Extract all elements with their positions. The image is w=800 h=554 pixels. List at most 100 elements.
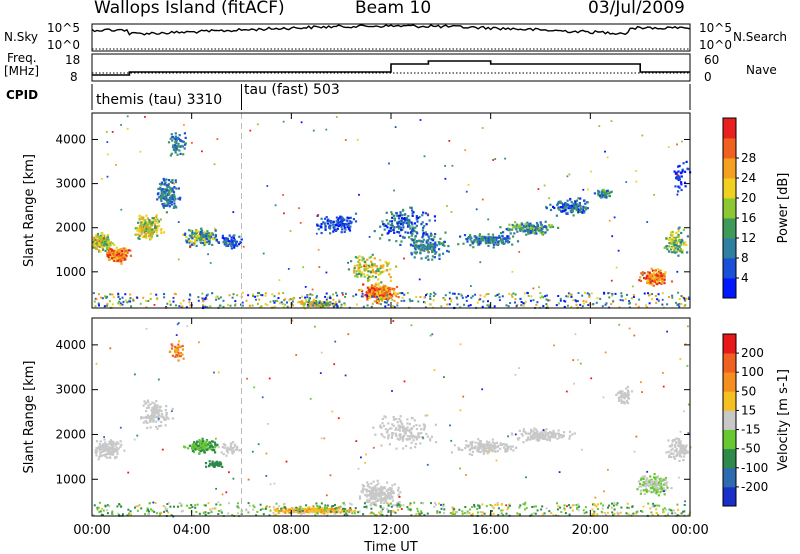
velocity-cell xyxy=(648,485,651,488)
power-cell xyxy=(360,273,363,276)
power-cell xyxy=(539,296,542,299)
power-cell xyxy=(359,263,362,266)
power-cell xyxy=(376,299,379,302)
velocity-cell xyxy=(214,461,217,464)
power-cell xyxy=(559,209,563,212)
velocity-cell xyxy=(657,494,660,497)
power-cell xyxy=(498,292,500,295)
power-cell xyxy=(106,251,109,254)
velocity-cell xyxy=(149,403,152,406)
power-cell xyxy=(603,291,606,294)
power-cell xyxy=(670,248,673,251)
power-cell xyxy=(410,206,413,209)
power-cell xyxy=(679,250,682,253)
power-cell xyxy=(601,305,604,308)
power-cell xyxy=(501,239,504,242)
power-cell xyxy=(406,222,409,225)
power-cell xyxy=(249,129,252,132)
power-cell xyxy=(230,245,233,248)
power-cell xyxy=(101,240,104,243)
power-cell xyxy=(96,239,100,243)
power-cell xyxy=(189,304,192,307)
velocity-cell xyxy=(179,345,183,348)
power-cell xyxy=(661,281,664,284)
power-cell xyxy=(304,299,307,302)
power-cell xyxy=(498,234,501,238)
velocity-cell xyxy=(299,507,302,510)
velocity-cell xyxy=(530,428,533,431)
power-cell xyxy=(214,234,217,237)
power-cell xyxy=(618,306,621,309)
power-cell xyxy=(526,291,529,294)
power-cell xyxy=(503,242,506,245)
power-cell xyxy=(587,304,590,306)
velocity-cell xyxy=(411,436,414,439)
power-cell xyxy=(432,239,434,242)
velocity-cell xyxy=(555,432,558,435)
power-cell xyxy=(662,273,665,276)
velocity-cell xyxy=(418,424,421,427)
velocity-cell xyxy=(157,425,161,428)
velocity-cell xyxy=(681,452,684,455)
power-cell xyxy=(370,260,373,263)
velocity-cell xyxy=(144,419,147,423)
power-cell xyxy=(674,238,677,241)
velocity-cell xyxy=(194,445,197,449)
power-cell xyxy=(520,304,523,307)
velocity-cell xyxy=(390,427,393,430)
power-cell xyxy=(389,288,392,291)
power-cell xyxy=(356,264,359,267)
power-cell xyxy=(118,254,121,258)
velocity-cell xyxy=(388,443,391,446)
power-cell xyxy=(604,194,607,197)
power-cell xyxy=(363,265,366,267)
power-cell xyxy=(416,220,419,223)
power-cell xyxy=(183,132,186,135)
power-cell xyxy=(544,220,547,223)
power-cell xyxy=(168,186,171,189)
velocity-cell xyxy=(410,416,413,419)
power-cell xyxy=(558,207,561,211)
power-cell xyxy=(519,229,522,232)
power-cell xyxy=(319,302,323,305)
power-cell xyxy=(677,233,680,236)
power-cell xyxy=(320,223,323,226)
power-cell xyxy=(161,188,164,191)
power-cell xyxy=(181,140,184,143)
power-cell xyxy=(418,239,421,242)
velocity-cell xyxy=(415,438,418,441)
power-cell xyxy=(522,228,525,231)
power-cell xyxy=(274,204,277,207)
power-cell xyxy=(335,220,338,223)
power-cell xyxy=(232,244,235,247)
velocity-cell xyxy=(390,436,393,439)
power-cell xyxy=(635,170,638,172)
velocity-cell xyxy=(678,455,681,458)
power-cell xyxy=(514,298,517,301)
power-cell xyxy=(540,231,544,234)
power-cell xyxy=(433,215,436,218)
power-cell xyxy=(142,228,145,231)
velocity-cell xyxy=(617,391,620,394)
power-cell xyxy=(361,290,364,293)
power-cell xyxy=(247,294,250,297)
power-cell xyxy=(414,226,417,229)
power-cell xyxy=(680,295,683,298)
power-cell xyxy=(374,295,377,298)
velocity-cell xyxy=(284,511,287,514)
power-cell xyxy=(319,304,322,307)
power-cell xyxy=(368,278,371,282)
power-cell xyxy=(304,286,307,288)
velocity-cell xyxy=(522,441,525,444)
power-cell xyxy=(97,249,100,252)
power-cell xyxy=(393,299,396,302)
power-cell xyxy=(141,222,144,225)
velocity-cell xyxy=(370,502,373,505)
power-cell xyxy=(421,221,424,224)
power-cell xyxy=(190,236,193,239)
power-cell xyxy=(382,295,385,298)
power-cell xyxy=(301,295,304,298)
velocity-cell xyxy=(96,508,99,511)
power-cell xyxy=(400,240,403,243)
velocity-cell xyxy=(387,491,390,494)
